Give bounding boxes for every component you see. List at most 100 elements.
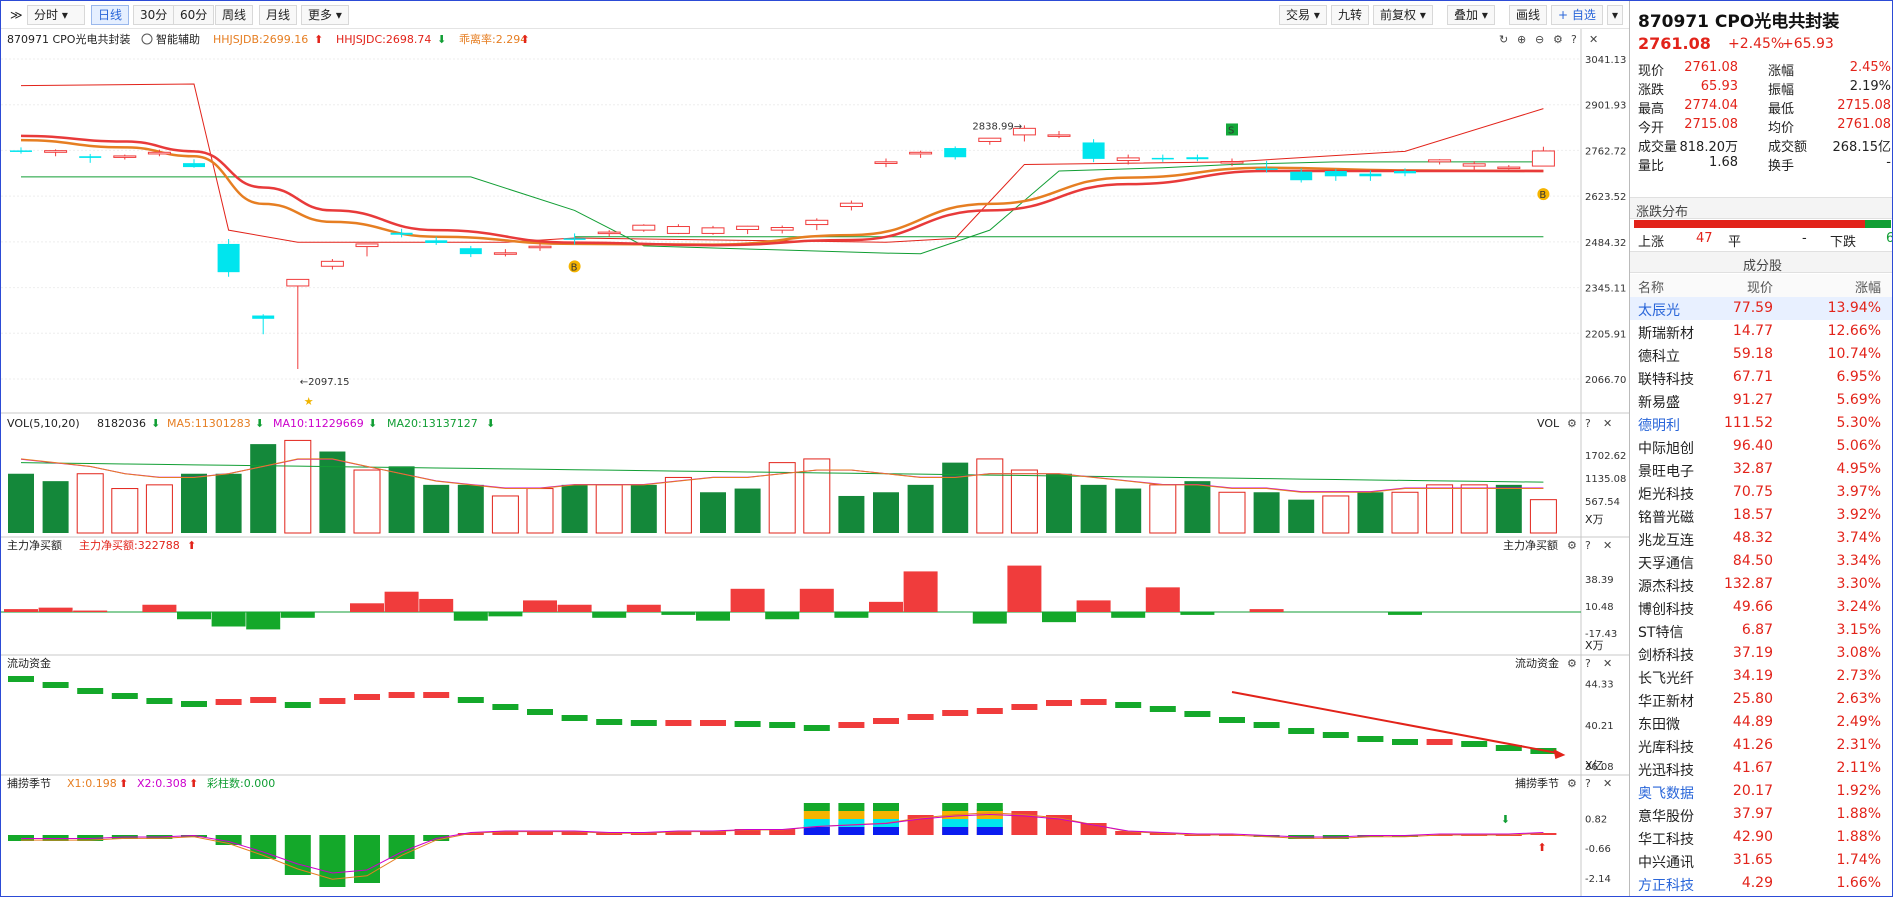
season-x1: X1:0.198 <box>67 777 117 790</box>
vol-bar-down <box>942 462 969 533</box>
component-row[interactable]: 源杰科技 132.87 3.30% <box>1630 573 1892 596</box>
component-row[interactable]: 方正科技 4.29 1.66% <box>1630 872 1892 895</box>
component-row[interactable]: 德科立 59.18 10.74% <box>1630 343 1892 366</box>
component-row[interactable]: 博创科技 49.66 3.24% <box>1630 596 1892 619</box>
component-row[interactable]: 意华股份 37.97 1.88% <box>1630 803 1892 826</box>
component-name[interactable]: 斯瑞新材 <box>1638 326 1694 342</box>
watchlist-button[interactable]: + 自选 <box>1551 5 1603 25</box>
component-name[interactable]: 东田微 <box>1638 717 1680 733</box>
jiuzhuan-button[interactable]: 九转 <box>1331 5 1370 25</box>
overlay-menu[interactable]: 叠加 ▾ <box>1447 5 1495 25</box>
component-row[interactable]: 新易盛 91.27 5.69% <box>1630 389 1892 412</box>
candle-body-down <box>944 148 967 158</box>
component-row[interactable]: 斯瑞新材 14.77 12.66% <box>1630 320 1892 343</box>
component-name[interactable]: 天孚通信 <box>1638 556 1694 572</box>
component-name[interactable]: 奥飞数据 <box>1638 786 1694 802</box>
component-name[interactable]: 博创科技 <box>1638 602 1694 618</box>
component-name[interactable]: 意华股份 <box>1638 809 1694 825</box>
component-pct: 2.49% <box>1836 714 1881 730</box>
tab-30min[interactable]: 30分 <box>133 5 175 25</box>
candle-body-up <box>1428 159 1452 163</box>
trade-menu[interactable]: 交易 ▾ <box>1279 5 1327 25</box>
component-row[interactable]: 中际旭创 96.40 5.06% <box>1630 435 1892 458</box>
component-row[interactable]: 华正新材 25.80 2.63% <box>1630 688 1892 711</box>
component-name[interactable]: 华工科技 <box>1638 832 1694 848</box>
component-name[interactable]: 德科立 <box>1638 349 1680 365</box>
trade-label: 交易 <box>1286 8 1311 22</box>
season-title: 捕捞季节 <box>7 776 51 790</box>
tab-60min[interactable]: 60分 <box>173 5 215 25</box>
component-pct: 2.31% <box>1836 737 1881 753</box>
component-row[interactable]: 华工科技 42.90 1.88% <box>1630 826 1892 849</box>
season-bar-positive <box>734 829 761 835</box>
vol-bar-down <box>181 473 207 533</box>
component-row[interactable]: 长飞光纤 34.19 2.73% <box>1630 665 1892 688</box>
component-row[interactable]: 炬光科技 70.75 3.97% <box>1630 481 1892 504</box>
component-row[interactable]: 剑桥科技 37.19 3.08% <box>1630 642 1892 665</box>
netbuy-bar-negative <box>1180 612 1215 615</box>
component-name[interactable]: 兆龙互连 <box>1638 533 1694 549</box>
watchlist-dropdown-icon[interactable]: ▾ <box>1607 5 1624 25</box>
component-name[interactable]: 中兴通讯 <box>1638 855 1694 871</box>
component-price: 37.19 <box>1732 645 1773 661</box>
component-name[interactable]: 联特科技 <box>1638 372 1694 388</box>
component-row[interactable]: ST特信 6.87 3.15% <box>1630 619 1892 642</box>
component-name[interactable]: 长飞光纤 <box>1638 671 1694 687</box>
component-row[interactable]: 铭普光磁 18.57 3.92% <box>1630 504 1892 527</box>
tab-monthly[interactable]: 月线 <box>259 5 298 25</box>
vol-bar-down <box>388 466 415 533</box>
component-name[interactable]: 铭普光磁 <box>1638 510 1694 526</box>
season-bar-positive <box>596 833 623 835</box>
netbuy-tick: 10.48 <box>1585 602 1614 613</box>
component-name[interactable]: ST特信 <box>1638 625 1684 641</box>
flow-mark <box>838 722 865 728</box>
tab-daily[interactable]: 日线 <box>91 5 130 25</box>
component-pct: 3.97% <box>1836 484 1881 500</box>
flow-mark <box>527 709 553 715</box>
component-row[interactable]: 天孚通信 84.50 3.34% <box>1630 550 1892 573</box>
quote-row: 成交量 818.20万 成交额 268.15亿 <box>1630 133 1892 155</box>
tab-intraday[interactable]: 分时 ▾ <box>27 5 85 25</box>
component-name[interactable]: 光迅科技 <box>1638 763 1694 779</box>
component-name[interactable]: 方正科技 <box>1638 878 1694 894</box>
component-row[interactable]: 中兴通讯 31.65 1.74% <box>1630 849 1892 872</box>
component-row[interactable]: 兆龙互连 48.32 3.74% <box>1630 527 1892 550</box>
sell-marker-label: S <box>1228 125 1234 136</box>
component-row[interactable]: 光迅科技 41.67 2.11% <box>1630 757 1892 780</box>
expand-button[interactable]: ≫ <box>10 8 23 22</box>
chart-area[interactable]: 870971 CPO光电共封装 智能辅助 HHJSJDB:2699.16 ⬆ HHJSJ… <box>1 29 1629 897</box>
component-row[interactable]: 奥飞数据 20.17 1.92% <box>1630 780 1892 803</box>
component-name[interactable]: 中际旭创 <box>1638 441 1694 457</box>
component-row[interactable]: 德明利 111.52 5.30% <box>1630 412 1892 435</box>
component-pct: 3.08% <box>1836 645 1881 661</box>
draw-button[interactable]: 画线 <box>1509 5 1548 25</box>
component-name[interactable]: 太辰光 <box>1638 303 1680 319</box>
component-row[interactable]: 东田微 44.89 2.49% <box>1630 711 1892 734</box>
component-name[interactable]: 光库科技 <box>1638 740 1694 756</box>
component-row[interactable]: 光库科技 41.26 2.31% <box>1630 734 1892 757</box>
component-row[interactable]: 联特科技 67.71 6.95% <box>1630 366 1892 389</box>
component-name[interactable]: 新易盛 <box>1638 395 1680 411</box>
tab-weekly[interactable]: 周线 <box>215 5 254 25</box>
season-color-bar <box>942 803 969 811</box>
vol-bar-down <box>700 492 726 533</box>
component-name[interactable]: 炬光科技 <box>1638 487 1694 503</box>
component-row[interactable]: 景旺电子 32.87 4.95% <box>1630 458 1892 481</box>
netbuy-bar-negative <box>1111 612 1146 618</box>
more-menu[interactable]: 更多 ▾ <box>301 5 349 25</box>
season-bar-positive <box>700 831 726 835</box>
component-name[interactable]: 景旺电子 <box>1638 464 1694 480</box>
component-name[interactable]: 源杰科技 <box>1638 579 1694 595</box>
netbuy-tick: -17.43 <box>1585 629 1617 640</box>
season-bar-positive <box>1115 831 1142 835</box>
candle-body-down <box>563 238 586 240</box>
candle-body-up <box>909 151 933 155</box>
component-name[interactable]: 剑桥科技 <box>1638 648 1694 664</box>
adjust-menu[interactable]: 前复权 ▾ <box>1373 5 1433 25</box>
component-row[interactable]: 太辰光 77.59 13.94% <box>1630 297 1892 320</box>
component-name[interactable]: 德明利 <box>1638 418 1680 434</box>
component-name[interactable]: 华正新材 <box>1638 694 1694 710</box>
arrow-up-icon: ⬆ <box>1537 841 1546 854</box>
netbuy-bar-positive <box>523 600 557 612</box>
kline-chart[interactable]: 870971 CPO光电共封装 智能辅助 HHJSJDB:2699.16 ⬆ HHJSJ… <box>1 29 1629 897</box>
